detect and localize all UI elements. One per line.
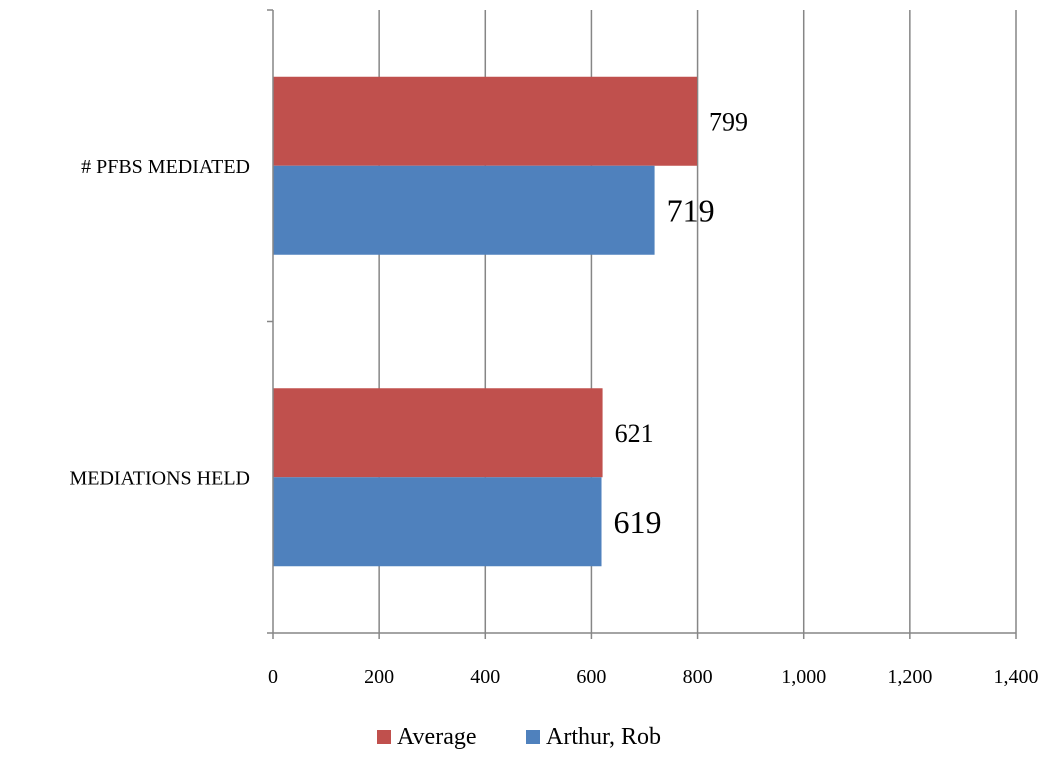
x-tick-label-5: 1,000	[781, 666, 826, 688]
legend-swatch-average	[377, 730, 391, 744]
x-tick-label-4: 800	[683, 666, 713, 688]
legend-label-average: Average	[397, 724, 477, 750]
data-label-average-0: 799	[709, 107, 748, 136]
x-tick-label-3: 600	[576, 666, 606, 688]
data-label-average-1: 621	[615, 419, 654, 448]
bar-arthur-rob-1	[273, 477, 602, 567]
bar-average-0	[273, 76, 698, 166]
legend-swatch-arthur-rob	[526, 730, 540, 744]
x-tick-label-0: 0	[268, 666, 278, 688]
bar-average-1	[273, 388, 603, 478]
data-label-arthur-rob-0: 719	[667, 192, 715, 228]
legend-label-arthur-rob: Arthur, Rob	[546, 724, 661, 750]
category-label-0: # PFBS MEDIATED	[81, 156, 250, 178]
x-tick-label-2: 400	[470, 666, 500, 688]
bar-arthur-rob-0	[273, 165, 655, 255]
x-tick-label-6: 1,200	[887, 666, 932, 688]
x-tick-label-7: 1,400	[994, 666, 1039, 688]
x-tick-label-1: 200	[364, 666, 394, 688]
category-label-1: MEDIATIONS HELD	[69, 467, 250, 489]
data-label-arthur-rob-1: 619	[614, 504, 662, 540]
